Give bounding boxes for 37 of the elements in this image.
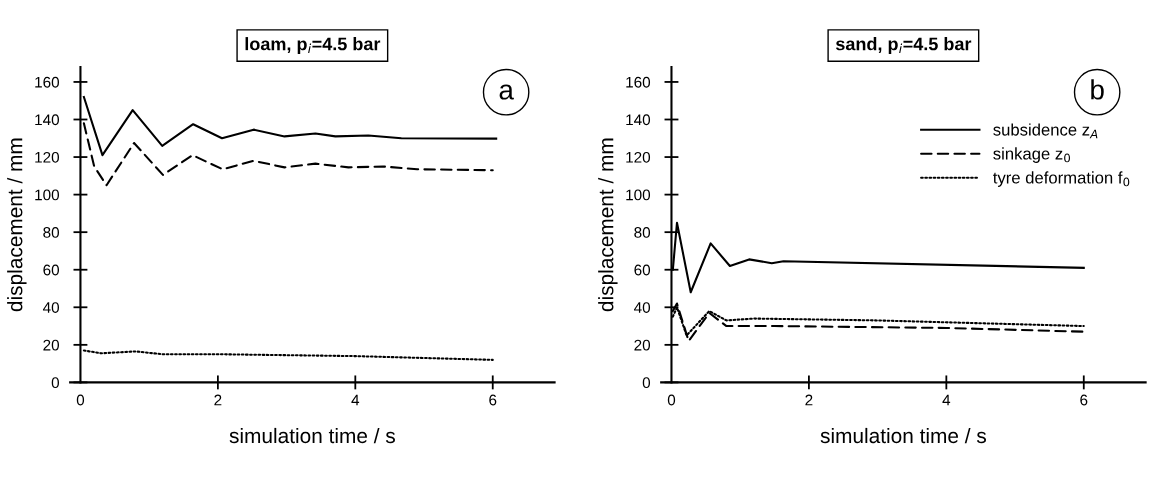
x-tick-label: 2 [805,394,813,406]
x-tick-label: 6 [489,394,497,406]
x-tick-label: 2 [214,394,222,406]
x-tick-label: 0 [76,394,85,406]
y-tick-label: 80 [43,227,60,238]
y-tick-label: 20 [634,339,651,351]
y-tick-label: 40 [634,302,651,313]
y-tick-label: 160 [626,76,651,88]
x-tick-label: 4 [351,394,360,406]
y-tick-label: 140 [626,114,651,126]
x-tick-label: 6 [1080,394,1088,406]
y-tick-label: 80 [634,227,651,238]
y-tick-label: 160 [35,76,60,88]
chart-title: sand, p$_{i}$=4.5 bar [835,37,972,54]
x-axis-title: simulation time / s [820,427,987,444]
y-tick-label: 20 [43,339,60,351]
legend-label: subsidence z$_{A}$ [993,123,1098,139]
y-axis-title: displacement / mm [7,138,27,312]
annotation: b [1091,79,1104,100]
annotation: a [499,84,514,100]
legend-label: sinkage z$_{0}$ [993,147,1070,163]
legend-label: tyre deformation f$_{0}$ [993,171,1130,187]
x-tick-label: 4 [942,394,951,406]
y-tick-label: 40 [42,302,60,313]
y-axis-title: displacement / mm [598,138,618,312]
y-tick-label: 60 [43,264,60,276]
chart-title: loam, p$_{i}$=4.5 bar [245,37,381,54]
y-tick-label: 0 [51,377,60,389]
y-tick-label: 120 [626,151,651,163]
y-tick-label: 120 [35,151,60,163]
y-tick-label: 60 [634,264,651,276]
y-tick-label: 0 [642,377,651,389]
y-tick-label: 140 [35,114,60,126]
y-tick-label: 100 [35,189,60,201]
x-tick-label: 0 [667,394,676,406]
y-tick-label: 100 [626,189,651,201]
x-axis-title: simulation time / s [229,427,395,444]
